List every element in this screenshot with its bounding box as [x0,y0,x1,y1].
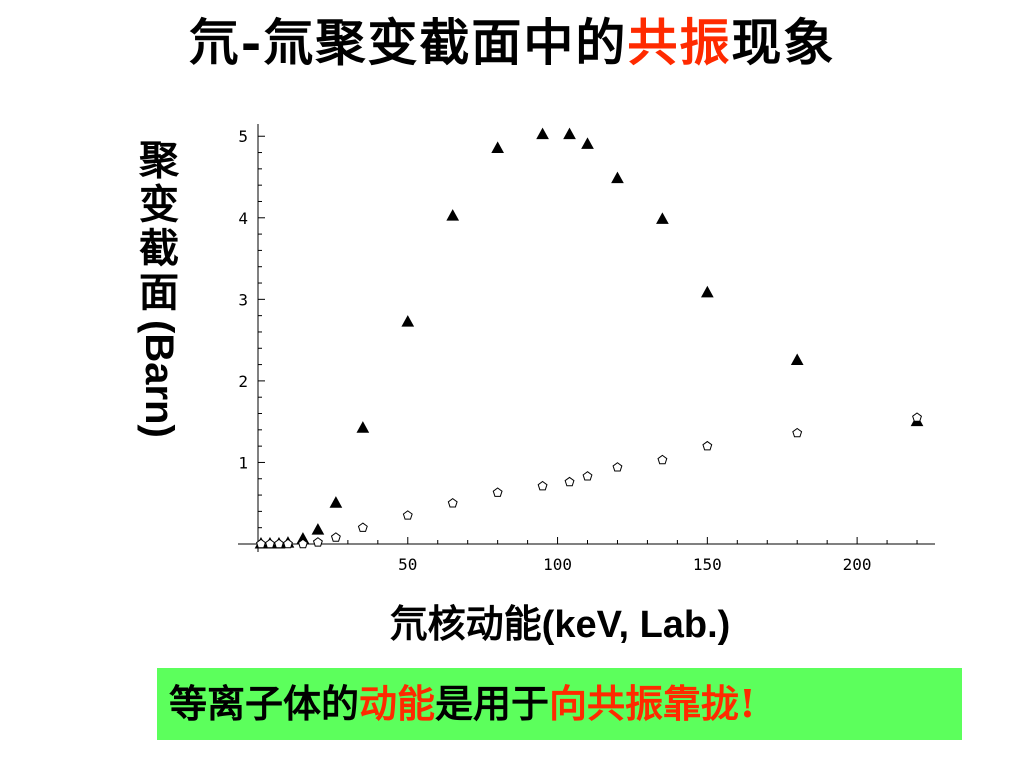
triangle-data-point [536,127,549,140]
triangle-data-point [700,285,714,298]
triangle-data-point [581,137,594,149]
x-tick-label: 150 [693,555,722,574]
y-axis-label-unit: (Barn) [137,320,181,438]
y-tick-label: 1 [238,453,248,472]
scatter-plot: 50 100 150 200 1 2 3 4 5 [238,124,935,574]
triangle-data-point [356,421,370,433]
y-axis-label-char: 面 [139,269,179,316]
triangle-data-point [311,523,325,535]
x-axis-label-unit: (keV, Lab.) [541,604,731,646]
title-highlight: 共振 [627,13,732,72]
pentagon-data-point [912,412,922,422]
x-axis-label: 氘核动能(keV, Lab.) [0,596,1024,653]
triangle-data-point [611,171,624,184]
page-title: 氘-氚聚变截面中的共振现象 [0,8,1024,78]
triangle-data-point [329,496,343,508]
x-tick-label: 100 [543,555,572,574]
y-axis-label-char: 聚 [139,137,179,184]
pentagon-data-point [265,538,275,549]
banner-exclaim: ! [739,681,756,726]
y-axis-label-char: 截 [139,225,179,272]
x-tick-label: 200 [843,555,872,574]
triangle-data-point [563,127,576,140]
pentagon-data-point [702,440,713,451]
pentagon-data-point [537,480,548,491]
pentagon-data-point [564,476,575,487]
pentagon-data-point [402,510,413,520]
pentagon-data-point [357,522,368,532]
pentagon-data-point [792,427,803,438]
pentagon-data-point [447,498,458,508]
banner-highlight-resonance: 向共振靠拢 [549,681,740,726]
pentagon-data-point [582,471,593,481]
banner-part1: 等离子体的 [169,681,360,726]
triangle-data-point [491,141,504,153]
title-part1: 氘-氚聚变截面中的 [188,13,628,72]
y-tick-label: 5 [238,127,248,146]
banner-part2: 是用于 [435,681,550,726]
y-tick-label: 4 [238,209,248,228]
y-tick-label: 3 [238,290,248,309]
title-part2: 现象 [731,13,836,72]
y-tick-label: 2 [238,372,248,391]
x-tick-label: 50 [398,555,417,574]
banner-highlight-kinetic: 动能 [359,681,436,726]
pentagon-data-point [657,454,668,465]
pentagon-data-point [297,538,308,549]
pentagon-data-point [256,538,266,549]
triangle-data-point [656,212,669,224]
pentagon-data-point [312,537,323,547]
triangle-data-point [790,353,804,366]
pentagon-data-point [492,487,503,497]
pentagon-data-point [612,462,623,472]
triangle-data-point [401,315,415,327]
triangle-data-point [446,209,460,221]
conclusion-banner: 等离子体的动能是用于向共振靠拢! [157,668,962,740]
x-axis-label-chinese: 氘核动能 [389,601,542,646]
y-axis-label-char: 变 [139,181,179,228]
pentagon-data-point [274,538,284,549]
pentagon-data-point [282,538,293,549]
pentagon-data-point [330,532,341,542]
y-axis-label: 聚 变 截 面 (Barn) [134,138,184,438]
